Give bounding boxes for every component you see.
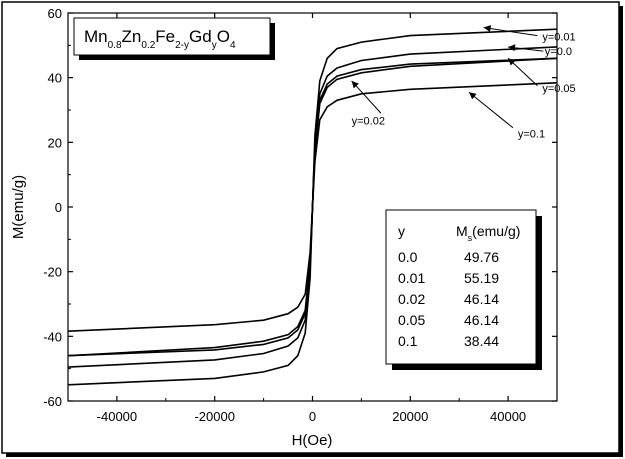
figure-frame-shadow-bottom	[6, 453, 623, 457]
chart-title: Mn0.8Zn0.2Fe2-yGdyO4	[84, 27, 236, 51]
ms-table-box	[385, 209, 537, 365]
annotation-arrow	[483, 25, 538, 37]
x-tick-label: -40000	[97, 409, 137, 424]
text-part: y	[398, 223, 405, 239]
y-axis: -60 -40 -20 0 20 40 60	[43, 6, 557, 409]
annotation-arrow	[508, 44, 544, 52]
y-tick-label: -20	[43, 265, 62, 280]
table-cell-y: 0.1	[398, 333, 418, 349]
subscript: 4	[230, 40, 236, 51]
text-part: Mn	[84, 27, 108, 46]
annotation-arrow	[468, 91, 514, 129]
subscript: 2-y	[175, 40, 189, 51]
text-part: Gd	[189, 27, 212, 46]
y-axis-title: M(emu/g)	[10, 175, 27, 239]
text-part: (emu/g)	[472, 223, 520, 239]
y-tick-label: 60	[48, 6, 62, 21]
annotation-label: y=0.01	[542, 31, 575, 43]
table-cell-ms: 46.14	[464, 291, 499, 307]
annotations-group: y=0.01 y=0.0 y=0.05 y=0.1 y=0.02	[351, 25, 576, 140]
table-cell-y: 0.0	[398, 249, 418, 265]
title-box	[73, 17, 271, 56]
table-cell-y: 0.02	[398, 291, 425, 307]
y-tick-label: -40	[43, 329, 62, 344]
table-cell-ms: 38.44	[464, 333, 499, 349]
annotation-label: y=0.0	[545, 46, 572, 58]
y-tick-label: -60	[43, 394, 62, 409]
subscript: 0.8	[108, 40, 122, 51]
table-cell-y: 0.01	[398, 270, 425, 286]
text-part: M	[456, 223, 468, 239]
text-part: Zn	[122, 27, 142, 46]
subscript: y	[212, 40, 217, 51]
text-part: Fe	[155, 27, 175, 46]
x-tick-label: 0	[309, 409, 316, 424]
series-group	[67, 28, 558, 386]
table-cell-ms: 46.14	[464, 312, 499, 328]
table-cell-ms: 49.76	[464, 249, 499, 265]
text-part: O	[217, 27, 230, 46]
table-header-ms: Ms(emu/g)	[456, 223, 520, 243]
annotation-label: y=0.05	[542, 83, 575, 95]
annotation-arrow	[351, 80, 382, 114]
series-line-y-0-1	[67, 82, 558, 332]
annotation-label: y=0.1	[518, 128, 545, 140]
annotation-arrow	[507, 57, 538, 87]
x-axis-title: H(Oe)	[292, 432, 333, 449]
y-tick-label: 20	[48, 135, 62, 150]
subscript: 0.2	[141, 40, 155, 51]
y-tick-label: 40	[48, 71, 62, 86]
y-tick-label: 0	[55, 200, 62, 215]
x-tick-label: -20000	[194, 409, 234, 424]
table-header-y: y	[398, 223, 405, 239]
x-axis: -40000 -20000 0 20000 40000	[67, 13, 558, 424]
ms-table: y Ms(emu/g) 0.0 49.76 0.01 55.19 0.02 46.14 0.05…	[398, 223, 520, 349]
x-tick-label: 20000	[392, 409, 428, 424]
annotation-label: y=0.02	[352, 116, 385, 128]
table-cell-y: 0.05	[398, 312, 425, 328]
subscript: s	[468, 233, 473, 243]
table-cell-ms: 55.19	[464, 270, 499, 286]
x-tick-label: 40000	[490, 409, 526, 424]
figure-frame-shadow-right	[619, 6, 623, 457]
